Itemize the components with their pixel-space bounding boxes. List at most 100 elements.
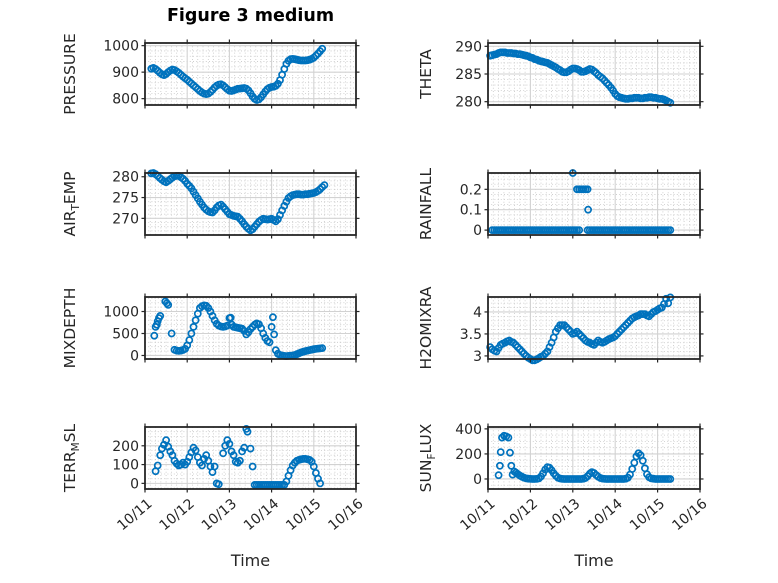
data-point <box>243 427 252 436</box>
y-tick-label: 3.5 <box>460 327 482 343</box>
y-axis-label: THETA <box>417 49 435 100</box>
data-point <box>496 461 504 470</box>
scatter-series <box>494 431 675 483</box>
x-tick-label: 10/13 <box>199 496 240 534</box>
scatter-series <box>147 44 327 104</box>
scatter-series <box>151 425 325 489</box>
tick-marks <box>484 423 704 493</box>
data-point <box>638 456 647 465</box>
data-point <box>226 313 235 322</box>
data-point <box>185 336 194 345</box>
y-tick-label: 200 <box>112 439 139 455</box>
subplot-rainfall: 0 0.1 0.2 RAINFALL <box>417 167 704 240</box>
tick-marks <box>141 423 360 493</box>
data-point <box>150 331 159 340</box>
data-point <box>320 181 329 190</box>
data-point <box>229 451 238 460</box>
data-point <box>269 313 277 322</box>
major-grid <box>145 297 356 359</box>
data-point <box>246 444 255 453</box>
data-point <box>575 226 584 235</box>
y-axis-label: H2OMIXRA <box>417 286 435 369</box>
data-point <box>584 205 592 214</box>
plot-background <box>488 173 700 235</box>
data-point <box>225 440 234 448</box>
tick-marks <box>141 293 360 363</box>
y-tick-label: 270 <box>112 211 139 227</box>
x-tick-label: 10/15 <box>627 496 668 534</box>
scatter-series <box>488 169 675 235</box>
data-point <box>166 447 175 456</box>
data-point <box>189 323 198 331</box>
subplot-pressure: 800 900 1000 PRESSURE <box>61 33 360 115</box>
minor-grid <box>145 173 356 235</box>
data-point <box>191 316 200 325</box>
data-point <box>318 344 327 353</box>
scatter-series <box>150 297 327 361</box>
data-point <box>507 461 516 470</box>
data-point <box>267 323 276 331</box>
tick-marks <box>141 39 360 109</box>
data-point <box>270 330 279 339</box>
axes-frame <box>144 42 357 106</box>
minor-grid <box>488 173 700 235</box>
y-tick-label: 3 <box>473 349 482 365</box>
tick-marks <box>141 169 360 239</box>
y-tick-label: 0 <box>473 472 482 488</box>
y-tick-label: 400 <box>455 422 482 438</box>
data-point <box>506 448 514 457</box>
x-tick-label: 10/12 <box>157 496 198 534</box>
tick-marks <box>484 169 704 239</box>
y-tick-label: 900 <box>112 65 139 81</box>
y-axis-label: TERRMSL <box>61 423 82 493</box>
y-axis-label: RAINFALL <box>417 167 435 240</box>
y-axis-label: PRESSURE <box>61 33 79 115</box>
y-tick-label: 1000 <box>103 305 139 321</box>
scatter-series <box>486 48 675 107</box>
data-point <box>248 462 257 471</box>
axes-frame <box>144 426 357 490</box>
tick-marks <box>484 293 704 363</box>
scatter-series <box>147 169 329 235</box>
y-axis-label: AIRTEMP <box>61 172 82 237</box>
data-point <box>167 329 176 338</box>
axes-frame <box>487 426 701 490</box>
data-point <box>162 436 171 445</box>
x-tick-label: 10/11 <box>114 496 155 534</box>
data-point <box>156 451 165 460</box>
y-tick-label: 0 <box>130 476 139 492</box>
y-tick-label: 800 <box>112 92 139 108</box>
data-point <box>191 446 200 455</box>
subplot-air-temp: 270 275 280 AIRTEMP <box>61 169 360 239</box>
data-point <box>235 456 244 465</box>
subplot-theta: 280 285 290 THETA <box>417 39 704 111</box>
y-tick-label: 275 <box>112 191 139 207</box>
data-point <box>164 301 173 309</box>
x-tick-label: 10/16 <box>669 496 710 534</box>
x-tick-label: 10/12 <box>500 496 541 534</box>
data-point <box>219 449 228 458</box>
y-axis-label: MIXDEPTH <box>61 288 79 369</box>
data-point <box>214 480 223 489</box>
data-point <box>309 462 318 471</box>
data-point <box>152 320 161 329</box>
y-tick-label: 0 <box>130 348 139 364</box>
y-tick-label: 0.2 <box>460 182 482 198</box>
y-axis-label: SUNFLUX <box>417 423 438 492</box>
data-point <box>496 448 505 457</box>
data-point <box>666 226 675 235</box>
y-tick-label: 4 <box>473 305 482 321</box>
y-tick-label: 0.1 <box>460 203 482 219</box>
data-point <box>227 447 236 456</box>
y-tick-label: 1000 <box>103 39 139 55</box>
subplot-mixdepth: 0 500 1000 MIXDEPTH <box>61 288 360 369</box>
data-point <box>504 433 513 442</box>
y-tick-label: 290 <box>455 39 482 55</box>
data-point <box>198 461 206 470</box>
data-point <box>187 329 196 338</box>
subplot-h2omixra: 3 3.5 4 H2OMIXRA <box>417 286 704 370</box>
y-tick-label: 500 <box>112 326 139 342</box>
x-axis-label-left: Time <box>230 551 271 570</box>
y-tick-label: 200 <box>455 447 482 463</box>
